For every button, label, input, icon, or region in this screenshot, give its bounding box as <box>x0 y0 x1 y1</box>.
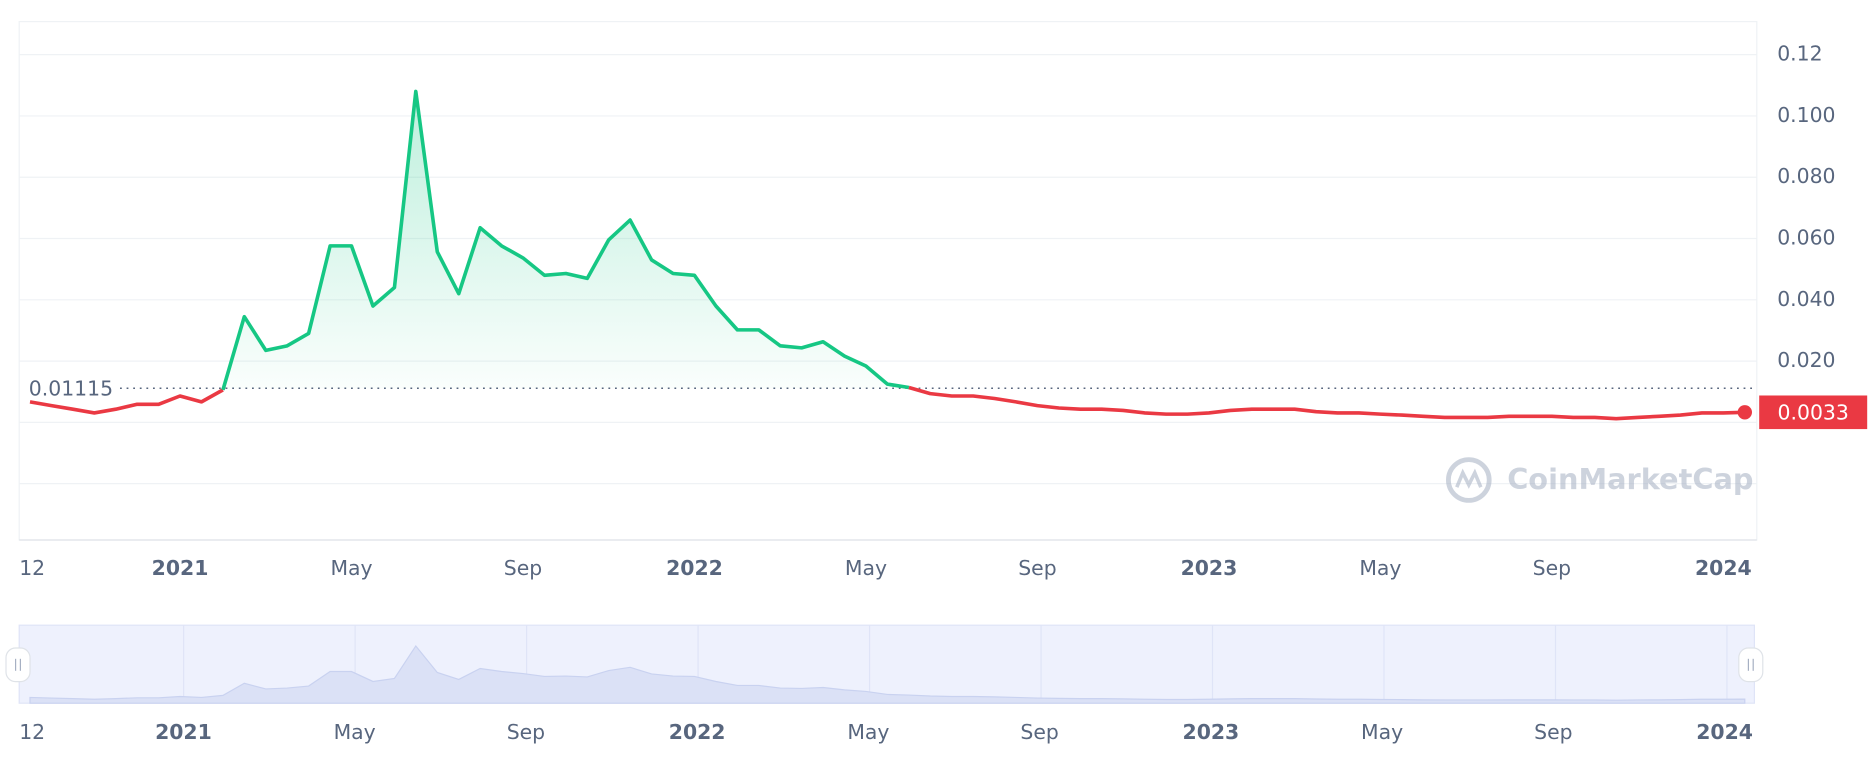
current-price-box <box>1759 395 1868 430</box>
navigator-handle-left[interactable] <box>5 647 31 683</box>
price-line-down <box>29 388 224 415</box>
y-tick-label: 0.060 <box>1777 226 1835 250</box>
x-tick-label: 2023 <box>1181 556 1238 580</box>
navigator-tick-label: 2024 <box>1696 720 1753 744</box>
watermark-text: CoinMarketCap <box>1507 462 1753 496</box>
navigator-layer <box>29 625 1746 704</box>
navigator-tick-label: May <box>847 720 889 744</box>
navigator-tick-label: May <box>1361 720 1403 744</box>
navigator-tick-label: May <box>334 720 376 744</box>
navigator-area <box>29 644 1746 704</box>
price-line-up <box>221 89 910 391</box>
x-tick-label: 12 <box>19 556 45 580</box>
watermark-logo <box>1445 457 1492 503</box>
reference-label: 0.01115 <box>29 376 113 400</box>
plot-frame <box>18 21 1758 541</box>
price-line-down <box>908 385 1745 421</box>
x-tick-label: Sep <box>1018 556 1056 580</box>
price-area <box>222 91 909 390</box>
navigator-handle-right[interactable] <box>1738 647 1764 683</box>
x-tick-label: May <box>1359 556 1401 580</box>
y-tick-label: 0.100 <box>1777 103 1835 127</box>
navigator-tick-label: Sep <box>507 720 545 744</box>
y-tick-label: 0.020 <box>1777 348 1835 372</box>
x-tick-label: Sep <box>1533 556 1571 580</box>
x-tick-label: 2022 <box>666 556 723 580</box>
current-price-label: 0.0033 <box>1778 400 1849 424</box>
handle[interactable] <box>5 647 31 683</box>
watermark-logo-mark <box>1455 468 1483 489</box>
navigator-tick-label: 2022 <box>669 720 726 744</box>
navigator-tick-label: Sep <box>1534 720 1572 744</box>
y-tick-label: 0.080 <box>1777 164 1835 188</box>
navigator-tick-label: 12 <box>19 720 45 744</box>
x-tick-label: May <box>330 556 372 580</box>
x-tick-label: May <box>845 556 887 580</box>
navigator-tick-label: Sep <box>1020 720 1058 744</box>
navigator-tick-label: 2021 <box>155 720 212 744</box>
x-tick-label: Sep <box>504 556 542 580</box>
watermark: CoinMarketCap <box>1445 457 1754 503</box>
y-tick-label: 0.12 <box>1777 42 1822 66</box>
navigator-tick-label: 2023 <box>1183 720 1240 744</box>
handle[interactable] <box>1738 647 1764 683</box>
x-tick-label: 2021 <box>152 556 209 580</box>
current-price-dot <box>1737 405 1752 420</box>
y-tick-label: 0.040 <box>1777 287 1835 311</box>
x-tick-label: 2024 <box>1695 556 1752 580</box>
